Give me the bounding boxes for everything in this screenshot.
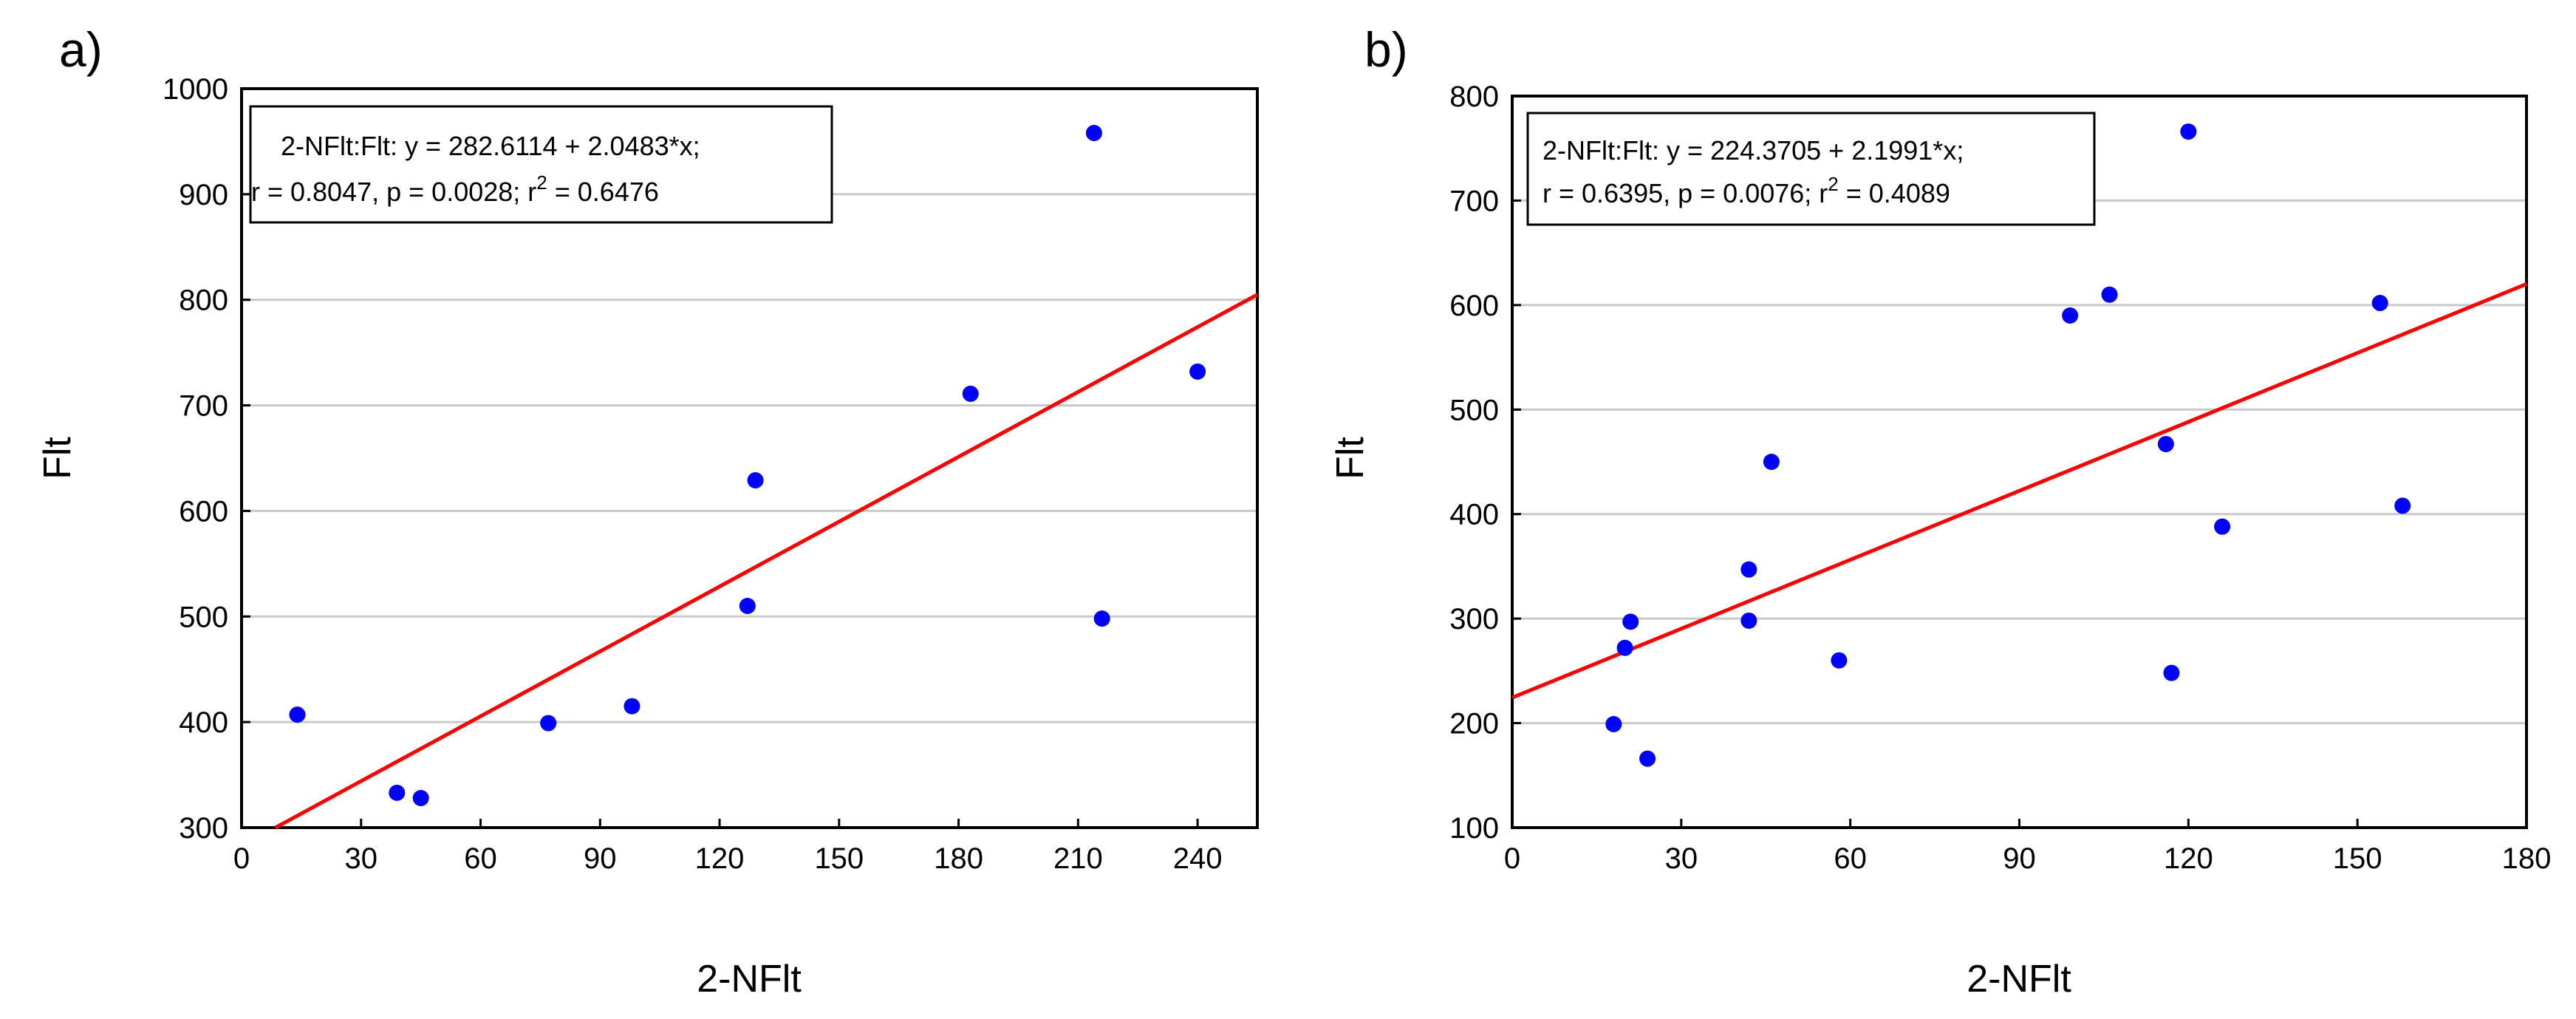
panel-a-y-tick-label-6: 900 <box>179 179 228 211</box>
panel-a-frame <box>240 87 1259 829</box>
panel-a-equation-line-1: 2-NFlt:Flt: y = 282.6114 + 2.0483*x; <box>281 131 700 161</box>
panel-a-data-point-6 <box>747 472 764 488</box>
panel-b-x-tick-label-2: 60 <box>1834 842 1867 875</box>
panel-b-data-point-13 <box>2214 518 2231 535</box>
panel-b-data-point-3 <box>1639 750 1656 767</box>
panel-a-x-tick-label-8: 240 <box>1173 842 1223 875</box>
panel-b-y-tick-label-3: 400 <box>1449 499 1499 531</box>
panel-b-data-point-9 <box>2101 286 2118 303</box>
panel-b-y-tick-label-1: 200 <box>1449 708 1499 740</box>
panel-a-equation-box: 2-NFlt:Flt: y = 282.6114 + 2.0483*x; r =… <box>249 105 833 224</box>
panel-b-data-point-1 <box>1616 639 1633 656</box>
panel-a-label: a) <box>59 22 103 77</box>
panel-a-x-tick-label-5: 150 <box>814 842 864 875</box>
panel-a-ticks: 0 30 60 90 120 150 180 210 240 300 400 500 600 700 800… <box>163 73 1222 875</box>
panel-a: a) 0 30 60 90 120 150 180 210 240 300 400 500 600 700… <box>36 22 1259 1001</box>
panel-b-y-tick-label-6: 700 <box>1449 185 1499 217</box>
panel-b-data-point-4 <box>1740 561 1757 578</box>
panel-a-x-tick-label-0: 0 <box>233 842 250 875</box>
panel-b-x-tick-label-0: 0 <box>1504 842 1520 875</box>
panel-b-r-squared-superscript: 2 <box>1828 173 1838 195</box>
panel-b-x-tick-label-4: 120 <box>2164 842 2213 875</box>
panel-b-data-point-15 <box>2394 497 2411 514</box>
panel-b-gridlines <box>1512 199 2527 725</box>
panel-a-x-tick-label-6: 180 <box>934 842 983 875</box>
panel-a-data-point-2 <box>412 790 429 806</box>
panel-a-y-tick-label-5: 800 <box>179 284 228 317</box>
panel-b-x-tick-label-3: 90 <box>2003 842 2036 875</box>
panel-a-gridlines <box>242 193 1257 723</box>
panel-a-regression-line <box>274 293 1259 830</box>
panel-a-data-point-1 <box>389 784 406 801</box>
panel-b-y-tick-label-4: 500 <box>1449 394 1499 426</box>
panel-b-y-tick-label-5: 600 <box>1449 290 1499 322</box>
panel-b-ticks: 0 30 60 90 120 150 180 100 200 300 400 500 600 700 800 <box>1449 81 2551 875</box>
panel-a-y-tick-label-3: 600 <box>179 495 228 528</box>
panel-b-x-tick-label-6: 180 <box>2502 842 2552 875</box>
panel-a-data-point-0 <box>289 706 306 723</box>
panel-b-data-point-5 <box>1740 612 1757 629</box>
panel-a-data-point-9 <box>1093 610 1110 627</box>
panel-a-stats-text: r = 0.8047, p = 0.0028; r <box>251 177 536 207</box>
panel-b-data-point-0 <box>1605 715 1622 732</box>
panel-a-y-tick-label-7: 1000 <box>163 73 228 106</box>
panel-b-equation-box: 2-NFlt:Flt: y = 224.3705 + 2.1991*x; r =… <box>1526 112 2096 226</box>
panel-a-equation-line-2: r = 0.8047, p = 0.0028; r2 = 0.6476 <box>251 171 659 207</box>
panel-a-data-point-5 <box>739 598 756 614</box>
panel-a-y-tick-label-4: 700 <box>179 390 228 423</box>
panel-b-data-point-12 <box>2180 123 2197 140</box>
panel-b-y-tick-label-7: 800 <box>1449 81 1499 113</box>
panel-b-data-point-8 <box>2062 307 2079 324</box>
panel-a-data-point-8 <box>1085 125 1102 141</box>
panel-a-data-point-10 <box>1189 363 1206 380</box>
panel-b-stats-text: r = 0.6395, p = 0.0076; r <box>1542 178 1828 208</box>
panel-b-data-point-2 <box>1622 613 1639 630</box>
panel-b: b) 0 30 60 90 120 150 180 100 200 300 400 500 600 700… <box>1329 22 2551 1001</box>
panel-b-x-tick-label-1: 30 <box>1665 842 1698 875</box>
panel-a-x-tick-label-2: 60 <box>464 842 497 875</box>
panel-a-points <box>289 125 1206 806</box>
panel-b-equation-line-2: r = 0.6395, p = 0.0076; r2 = 0.4089 <box>1542 173 1950 208</box>
panel-b-y-axis-title: Flt <box>1329 437 1372 480</box>
panel-b-data-point-10 <box>2157 435 2174 452</box>
panel-a-x-axis-title: 2-NFlt <box>697 958 802 1001</box>
panel-a-data-point-7 <box>962 385 979 402</box>
panel-a-x-tick-label-1: 30 <box>345 842 378 875</box>
panel-a-y-tick-label-0: 300 <box>179 812 228 845</box>
panel-a-y-tick-label-1: 400 <box>179 706 228 739</box>
panel-b-label: b) <box>1364 22 1408 77</box>
panel-b-equation-line-1: 2-NFlt:Flt: y = 224.3705 + 2.1991*x; <box>1542 135 1964 166</box>
panel-b-data-point-6 <box>1763 454 1780 470</box>
panel-b-data-point-11 <box>2163 664 2180 681</box>
panel-b-r-squared-value: = 0.4089 <box>1839 178 1950 208</box>
panel-a-x-tick-label-3: 90 <box>584 842 617 875</box>
panel-b-points <box>1605 123 2411 767</box>
panel-b-data-point-7 <box>1831 652 1848 669</box>
panel-b-y-tick-label-0: 100 <box>1449 812 1499 845</box>
panel-a-r-squared-value: = 0.6476 <box>547 177 659 207</box>
panel-b-y-tick-label-2: 300 <box>1449 603 1499 635</box>
panel-b-x-tick-label-5: 150 <box>2333 842 2382 875</box>
panel-a-x-tick-label-7: 210 <box>1053 842 1103 875</box>
panel-b-regression-line <box>1511 282 2527 700</box>
panel-a-y-tick-label-2: 500 <box>179 601 228 633</box>
panel-a-x-tick-label-4: 120 <box>695 842 745 875</box>
panel-b-x-axis-title: 2-NFlt <box>1967 958 2071 1001</box>
panel-b-data-point-14 <box>2371 295 2388 312</box>
panel-a-data-point-4 <box>623 698 640 715</box>
panel-a-data-point-3 <box>540 715 557 732</box>
panel-a-r-squared-superscript: 2 <box>536 171 547 194</box>
panel-a-y-axis-title: Flt <box>36 437 79 480</box>
